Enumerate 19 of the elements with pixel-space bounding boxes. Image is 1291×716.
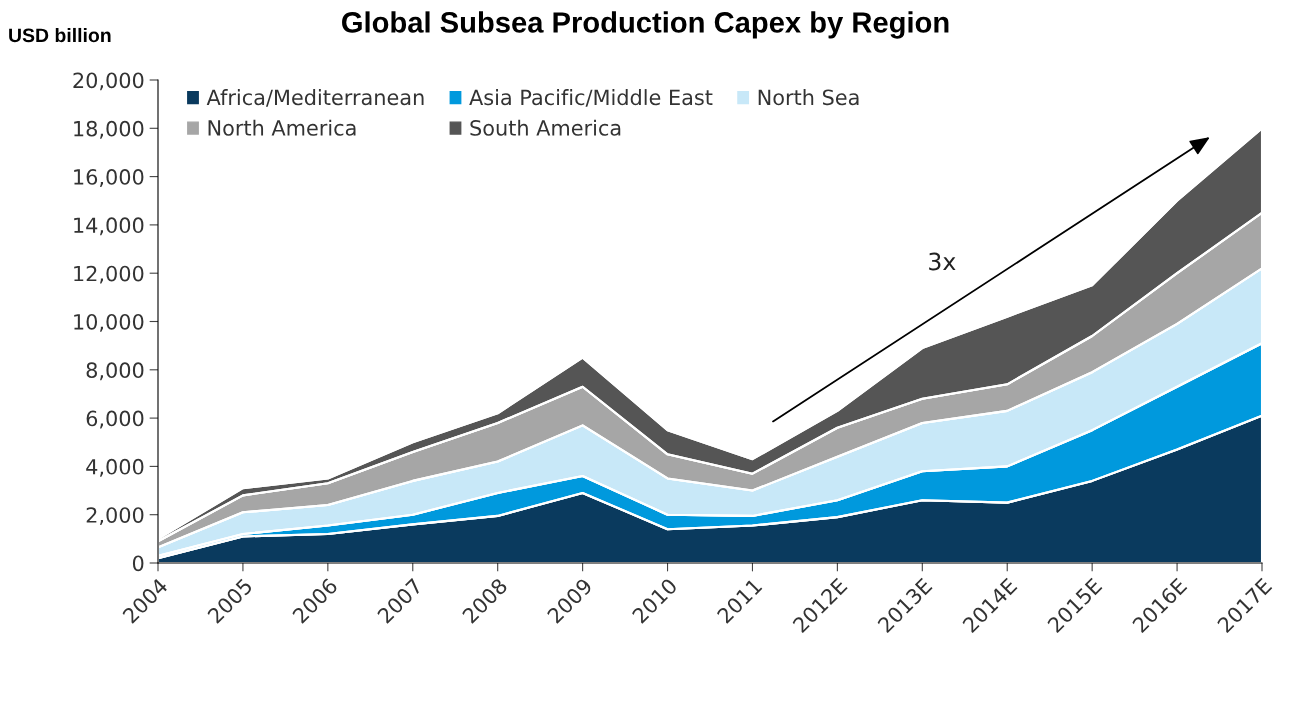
y-tick-label: 6,000 xyxy=(86,410,144,429)
y-tick-label: 14,000 xyxy=(74,217,144,236)
y-tick-label: 8,000 xyxy=(86,362,144,381)
legend-label: South America xyxy=(470,119,621,136)
y-tick-label: 16,000 xyxy=(74,169,144,187)
y-tick-label: 12,000 xyxy=(74,265,144,284)
chart-title: Global Subsea Production Capex by Region xyxy=(342,11,949,39)
annotation: 3x xyxy=(929,252,956,271)
y-tick-label: 10,000 xyxy=(74,313,144,332)
y-axis-title: USD billion xyxy=(9,27,111,43)
legend-label: Asia Pacific/Middle East xyxy=(469,89,713,107)
y-tick-label: 0 xyxy=(132,555,144,572)
y-tick-label: 4,000 xyxy=(86,458,144,477)
legend-label: North America xyxy=(208,119,356,136)
y-tick-label: 20,000 xyxy=(73,72,144,91)
y-tick-label: 2,000 xyxy=(86,507,144,526)
legend-label: North Sea xyxy=(758,89,859,106)
legend-label: Africa/Mediterranean xyxy=(206,89,424,107)
y-tick-label: 18,000 xyxy=(74,120,144,139)
